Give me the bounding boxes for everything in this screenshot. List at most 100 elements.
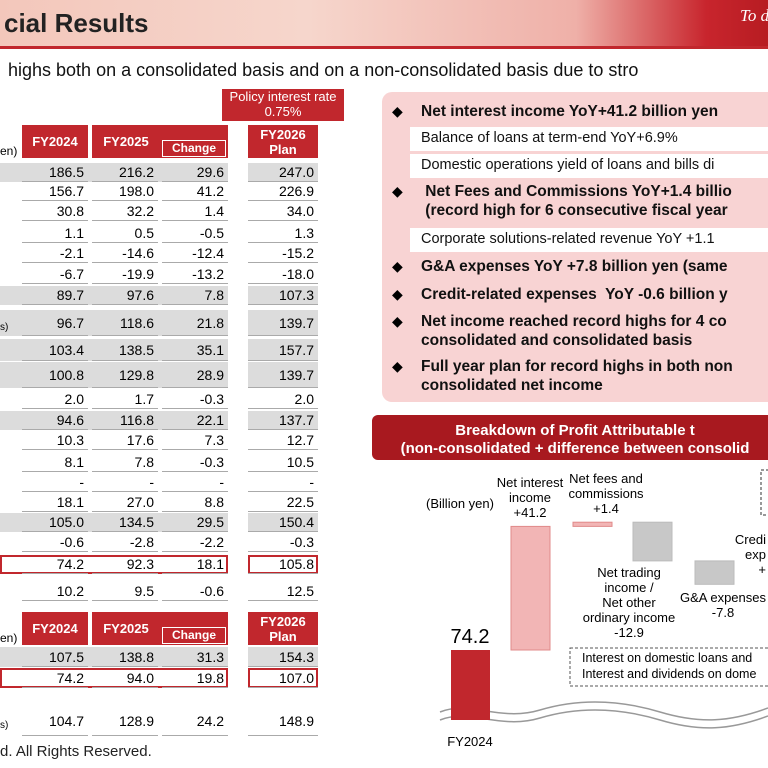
step-label: -12.9 <box>614 625 644 640</box>
row-shade <box>0 285 228 305</box>
table-cell: -0.6 <box>162 582 228 601</box>
row-shade <box>0 339 228 361</box>
base-category: FY2024 <box>447 734 493 749</box>
bullet: ◆ <box>392 183 403 199</box>
highlight-text: Full year plan for record highs in both … <box>421 358 733 375</box>
breakdown-header <box>372 415 768 460</box>
row-note: s) <box>0 322 9 333</box>
table-cell: 31.3 <box>162 647 228 667</box>
row-shade <box>248 162 318 182</box>
table-cell: 74.2 <box>22 668 88 688</box>
table-cell: 107.0 <box>248 668 318 688</box>
table-cell: 19.8 <box>162 668 228 688</box>
table-cell: -15.2 <box>248 244 318 263</box>
step-label: +1.4 <box>593 501 619 516</box>
table-cell: 1.1 <box>22 224 88 243</box>
column-header: FY2024 <box>22 612 88 645</box>
table-cell: 118.6 <box>92 310 158 336</box>
header-band <box>0 0 768 46</box>
table-cell: -14.6 <box>92 244 158 263</box>
table-cell: 148.9 <box>248 706 318 736</box>
table-cell: 139.7 <box>248 362 318 388</box>
breakdown-title: (non-consolidated + difference between c… <box>400 440 750 457</box>
table-cell: 103.4 <box>22 339 88 361</box>
row-shade <box>248 647 318 667</box>
row-shade <box>248 339 318 361</box>
sub-strip <box>410 127 768 151</box>
table-cell: 104.7 <box>22 706 88 736</box>
table-cell: 247.0 <box>248 163 318 182</box>
step-bar <box>510 525 551 651</box>
table-cell: -0.6 <box>22 533 88 552</box>
table-cell: -2.8 <box>92 533 158 552</box>
table-cell: 29.6 <box>162 163 228 182</box>
policy-rate-label: Policy interest rate <box>229 89 337 104</box>
step-label: income / <box>604 580 654 595</box>
row-shade <box>0 162 228 182</box>
table-cell: -12.4 <box>162 244 228 263</box>
step-label: commissions <box>568 486 644 501</box>
note-text: Interest and dividends on dome <box>582 667 756 681</box>
column-header: FY2024 <box>22 125 88 158</box>
sub-strip <box>410 228 768 252</box>
table-cell: 138.5 <box>92 339 158 361</box>
table-cell: - <box>22 473 88 492</box>
note-box <box>569 647 768 687</box>
step-bar <box>632 521 673 562</box>
highlight-text: consolidated net income <box>421 377 603 394</box>
unit-label: en) <box>0 631 18 645</box>
row-shade <box>248 310 318 336</box>
table-cell: 18.1 <box>22 493 88 512</box>
table-cell: 186.5 <box>22 163 88 182</box>
table-cell: - <box>162 473 228 492</box>
table-cell: 12.5 <box>248 582 318 601</box>
table-cell: 154.3 <box>248 647 318 667</box>
step-label: income <box>509 490 551 505</box>
bullet: ◆ <box>392 313 403 329</box>
column-header: FY2026 Plan <box>248 612 318 645</box>
step-bar <box>694 560 735 585</box>
column-header: Change <box>162 140 226 157</box>
step-label: -7.8 <box>712 605 734 620</box>
table-cell: 10.2 <box>22 582 88 601</box>
highlight-text: Net interest income YoY+41.2 billion yen <box>421 103 719 120</box>
table-cell: 89.7 <box>22 286 88 305</box>
table-cell: 8.1 <box>22 453 88 472</box>
base-value-label: 74.2 <box>451 626 490 648</box>
unit-label: en) <box>0 144 18 158</box>
table-cell: 156.7 <box>22 182 88 201</box>
table-cell: 94.6 <box>22 411 88 430</box>
highlight-subtext: Corporate solutions-related revenue YoY … <box>421 231 715 247</box>
table-cell: 35.1 <box>162 339 228 361</box>
table-cell: 27.0 <box>92 493 158 512</box>
highlight-text: Net Fees and Commissions YoY+1.4 billio <box>421 183 732 200</box>
table-cell: 105.8 <box>248 555 318 574</box>
step-label: Net fees and <box>569 471 643 486</box>
table-cell: 138.8 <box>92 647 158 667</box>
table-cell: 107.5 <box>22 647 88 667</box>
row-shade <box>0 647 228 667</box>
row-note: s) <box>0 720 9 731</box>
table-cell: 1.3 <box>248 224 318 243</box>
row-shade <box>0 410 228 430</box>
table-cell: 116.8 <box>92 411 158 430</box>
highlight-text: (record high for 6 consecutive fiscal ye… <box>421 202 728 219</box>
table-cell: -0.3 <box>162 390 228 409</box>
partial-label: Credi <box>735 532 766 547</box>
table-cell: 226.9 <box>248 182 318 201</box>
highlight-subtext: Domestic operations yield of loans and b… <box>421 157 715 173</box>
table-cell: -19.9 <box>92 265 158 284</box>
policy-rate-value: 0.75% <box>264 104 302 119</box>
table-cell: 139.7 <box>248 310 318 336</box>
table-cell: 100.8 <box>22 362 88 388</box>
column-header: FY2026 Plan <box>248 125 318 158</box>
table-cell: - <box>248 473 318 492</box>
bullet: ◆ <box>392 358 403 374</box>
table-cell: 7.3 <box>162 431 228 450</box>
footer: d. All Rights Reserved. <box>0 743 152 760</box>
page-title: cial Results <box>4 8 149 38</box>
table-cell: 41.2 <box>162 182 228 201</box>
subtitle: highs both on a consolidated basis and o… <box>8 60 639 80</box>
table-cell: 34.0 <box>248 202 318 221</box>
step-label: ordinary income <box>583 610 676 625</box>
